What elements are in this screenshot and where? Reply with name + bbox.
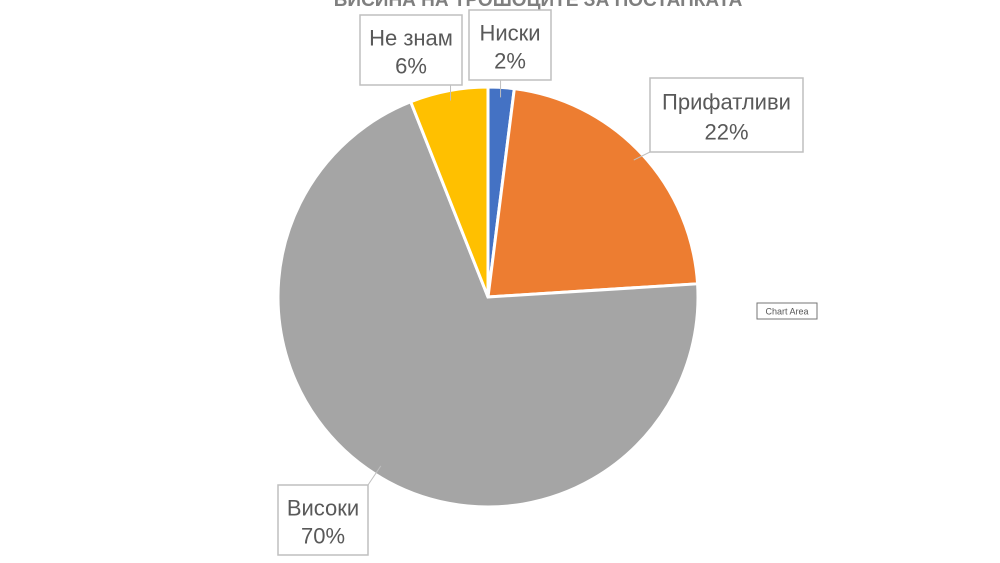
- category-label: Високи: [287, 495, 359, 520]
- category-label: Не знам: [369, 25, 453, 50]
- category-label: Прифатливи: [662, 90, 791, 115]
- callout-box: [359, 14, 463, 86]
- callout-pointer: [367, 465, 382, 486]
- data-callout: Прифатливи 22%: [633, 77, 804, 161]
- data-callout: Високи 70%: [277, 465, 382, 556]
- data-callout: Не знам 6%: [359, 14, 463, 101]
- value-label: 22%: [704, 119, 748, 144]
- data-callout: Ниски 2%: [468, 9, 552, 98]
- value-label: 2%: [494, 48, 526, 73]
- callout-box: [277, 484, 369, 556]
- value-label: 70%: [301, 523, 345, 548]
- callout-box: [468, 9, 552, 81]
- callout-pointer: [633, 151, 651, 161]
- chart-title: ВИСИНА НА ТРОШОЦИТЕ ЗА ПОСТАПКАТА: [334, 0, 743, 11]
- value-label: 6%: [395, 53, 427, 78]
- category-label: Ниски: [479, 20, 540, 45]
- tooltip-text: Chart Area: [765, 306, 808, 316]
- callout-box: [649, 77, 804, 153]
- tooltip: Chart Area: [756, 302, 818, 320]
- pie-slice: [486, 86, 700, 299]
- pie-slice: [408, 85, 490, 298]
